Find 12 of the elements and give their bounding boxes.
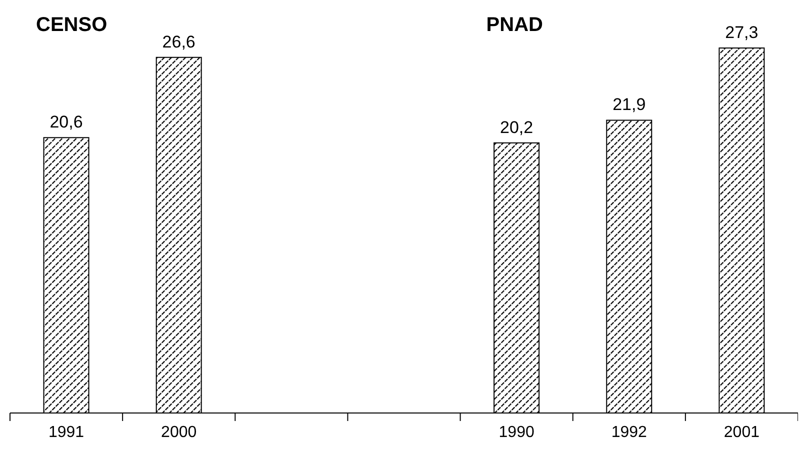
text: CENSO xyxy=(36,14,108,37)
data-label: 20,2 xyxy=(500,118,534,137)
x-tick-label: 1991 xyxy=(48,424,84,441)
text: PNAD xyxy=(486,14,543,37)
x-tick-label: 1992 xyxy=(611,424,648,441)
data-label: 21,9 xyxy=(612,95,646,114)
data-label: 26,6 xyxy=(162,32,196,52)
x-tick-label: 1990 xyxy=(498,424,534,441)
data-label: 27,3 xyxy=(725,23,758,42)
x-tick-label: 2001 xyxy=(724,424,760,441)
x-tick-label: 2000 xyxy=(161,424,197,441)
data-label: 20,6 xyxy=(50,112,83,132)
